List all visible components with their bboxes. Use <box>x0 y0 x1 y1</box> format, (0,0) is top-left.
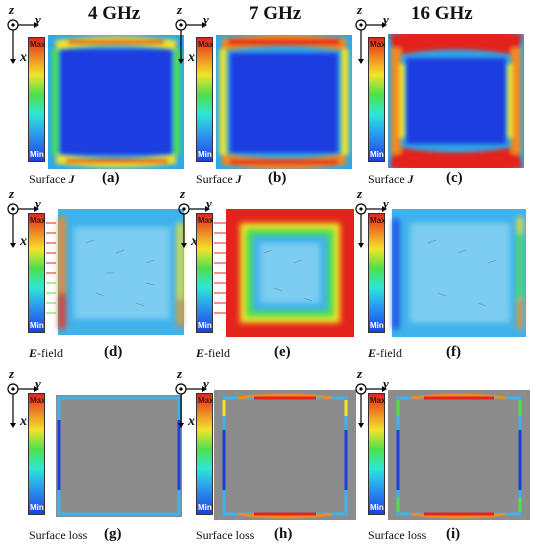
quantity-label: Surface J <box>196 172 242 186</box>
panel-label-f: (f) <box>446 344 461 360</box>
axis-y: y <box>35 376 41 391</box>
panel-label-d: (d) <box>104 344 123 360</box>
colorbar-max: Max <box>30 396 46 405</box>
axes-triad <box>4 368 40 428</box>
colorbar: Max Min <box>28 393 46 515</box>
colorbar-max: Max <box>198 216 214 225</box>
quantity-label: E-field <box>368 346 403 360</box>
axes-triad <box>175 188 211 248</box>
e-field-map <box>214 203 356 339</box>
axis-z: z <box>177 366 183 381</box>
axis-x: x <box>20 234 27 249</box>
colorbar: Max Min <box>196 393 214 515</box>
quantity-label: Surface loss <box>196 528 255 542</box>
axes-triad <box>172 4 208 64</box>
colorbar-max: Max <box>198 396 214 405</box>
quantity-label: Surface J <box>29 172 75 186</box>
colorbar: Max Min <box>196 213 214 333</box>
surface-loss-map <box>388 390 530 520</box>
quantity-label: Surface loss <box>29 528 88 542</box>
colorbar-min: Min <box>198 321 212 330</box>
colorbar-max: Max <box>370 396 386 405</box>
axis-y: y <box>203 376 209 391</box>
surface-current-map <box>388 34 524 168</box>
panel-label-c: (c) <box>446 170 463 186</box>
axis-y: y <box>383 196 389 211</box>
panel-label-i: (i) <box>446 526 461 542</box>
axis-z: z <box>9 186 15 201</box>
colorbar: Max Min <box>368 213 386 333</box>
axis-z: z <box>357 366 363 381</box>
quantity-label: E-field <box>29 346 64 360</box>
quantity-label: Surface J <box>368 172 414 186</box>
colorbar: Max Min <box>28 37 46 162</box>
axis-y: y <box>383 376 389 391</box>
panel-label-e: (e) <box>274 344 291 360</box>
colorbar-min: Min <box>370 503 384 512</box>
axis-z: z <box>357 2 363 17</box>
colorbar-min: Min <box>198 150 212 159</box>
axes-triad <box>352 368 388 428</box>
colorbar: Max Min <box>28 213 46 333</box>
axis-y: y <box>35 12 41 27</box>
e-field-map <box>388 203 530 339</box>
panel-label-b: (b) <box>268 170 287 186</box>
surface-current-map <box>216 35 352 169</box>
axis-y: y <box>203 12 209 27</box>
freq-header-4ghz: 4 GHz <box>88 3 141 24</box>
e-field-map <box>46 203 188 339</box>
colorbar-max: Max <box>198 40 214 49</box>
colorbar-max: Max <box>370 40 386 49</box>
freq-header-7ghz: 7 GHz <box>249 3 302 24</box>
panel-label-h: (h) <box>274 526 293 542</box>
quantity-label: Surface loss <box>368 528 427 542</box>
colorbar-max: Max <box>30 40 46 49</box>
colorbar-max: Max <box>370 216 386 225</box>
freq-header-16ghz: 16 GHz <box>411 3 473 24</box>
colorbar-min: Min <box>198 503 212 512</box>
axes-triad <box>352 188 388 248</box>
panel-label-a: (a) <box>102 170 120 186</box>
colorbar-min: Min <box>30 321 44 330</box>
axis-z: z <box>9 366 15 381</box>
axis-y: y <box>206 196 212 211</box>
axis-y: y <box>35 196 41 211</box>
axis-x: x <box>188 50 195 65</box>
axis-x: x <box>188 414 195 429</box>
axis-z: z <box>9 2 15 17</box>
axis-x: x <box>20 50 27 65</box>
colorbar-min: Min <box>370 150 384 159</box>
axes-triad <box>4 188 40 248</box>
colorbar-max: Max <box>30 216 46 225</box>
axis-x: x <box>20 414 27 429</box>
axis-x: x <box>191 234 198 249</box>
quantity-label: E-field <box>196 346 231 360</box>
axes-triad <box>172 368 208 428</box>
colorbar: Max Min <box>196 37 214 162</box>
axes-triad <box>352 4 388 64</box>
axis-z: z <box>180 186 186 201</box>
surface-loss-map <box>48 390 186 520</box>
panel-label-g: (g) <box>104 526 122 542</box>
axes-triad <box>4 4 40 64</box>
colorbar: Max Min <box>368 37 386 162</box>
colorbar-min: Min <box>370 321 384 330</box>
surface-loss-map <box>214 390 356 520</box>
axis-z: z <box>177 2 183 17</box>
colorbar: Max Min <box>368 393 386 515</box>
surface-current-map <box>48 35 184 169</box>
colorbar-min: Min <box>30 503 44 512</box>
axis-z: z <box>357 186 363 201</box>
colorbar-min: Min <box>30 150 44 159</box>
axis-y: y <box>383 12 389 27</box>
